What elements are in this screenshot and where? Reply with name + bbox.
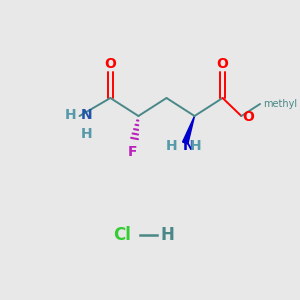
Text: Cl: Cl	[113, 226, 131, 244]
Text: methyl: methyl	[263, 99, 297, 109]
Text: N: N	[80, 108, 92, 122]
Text: H: H	[161, 226, 175, 244]
Text: H: H	[166, 139, 178, 153]
Text: F: F	[128, 145, 138, 159]
Text: O: O	[104, 57, 116, 71]
Polygon shape	[183, 116, 194, 144]
Text: N: N	[182, 139, 194, 153]
Text: H: H	[190, 139, 202, 153]
Text: H: H	[65, 108, 77, 122]
Text: H: H	[80, 127, 92, 141]
Text: O: O	[242, 110, 254, 124]
Text: O: O	[217, 57, 229, 71]
